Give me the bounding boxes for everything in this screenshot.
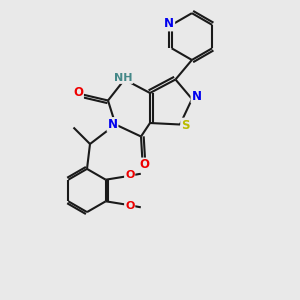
Text: O: O [139,158,149,172]
Text: S: S [181,118,190,132]
Text: N: N [107,118,118,131]
Text: N: N [164,17,174,31]
Text: O: O [125,201,134,211]
Text: O: O [73,85,83,99]
Text: NH: NH [114,73,132,83]
Text: O: O [125,170,134,180]
Text: N: N [191,89,202,103]
